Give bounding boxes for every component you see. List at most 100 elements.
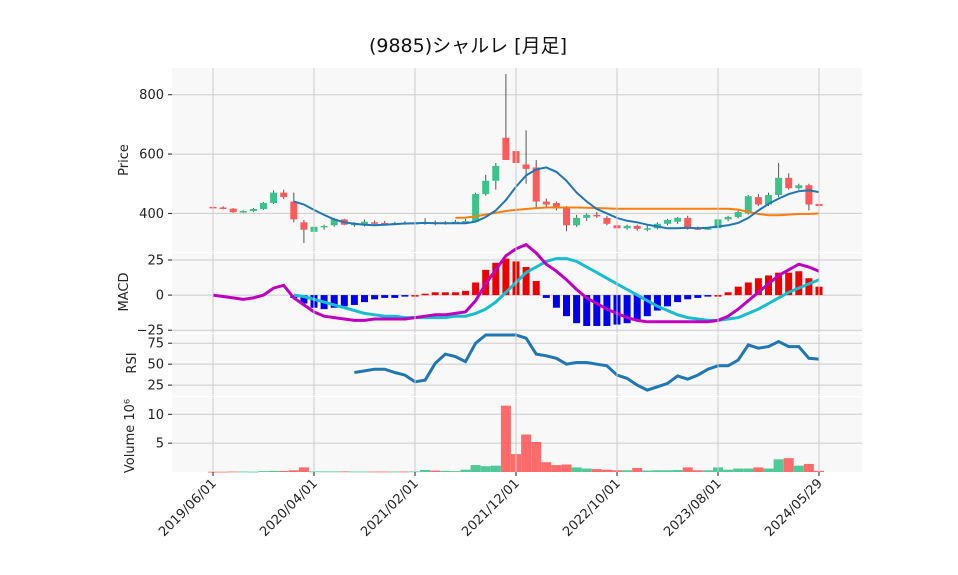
price-tick-label: 800 <box>139 88 164 103</box>
volume-bar <box>783 458 794 472</box>
macd-hist-bar <box>371 295 379 300</box>
chart-title: (9885)シャルレ [月足] <box>369 35 567 57</box>
volume-bar <box>268 470 279 472</box>
candle-body <box>623 225 631 229</box>
macd-hist-bar <box>401 295 409 297</box>
candle-body <box>795 185 803 189</box>
candle-body <box>492 165 500 181</box>
volume-bar <box>248 471 259 473</box>
volume-bar <box>440 470 451 472</box>
rsi-ylabel: RSI <box>125 352 140 373</box>
candle-body <box>462 221 469 223</box>
x-tick-label: 2022/10/01 <box>560 476 624 540</box>
x-tick-label: 2023/08/01 <box>661 476 725 540</box>
candle-body <box>290 201 298 220</box>
volume-bar <box>672 469 683 472</box>
volume-bar <box>399 471 410 473</box>
volume-bar <box>218 471 229 473</box>
macd-hist-bar <box>684 295 692 300</box>
volume-bar <box>258 471 269 472</box>
candle-body <box>664 219 671 224</box>
macd-hist-bar <box>664 295 671 307</box>
macd-tick-label: 0 <box>156 289 164 304</box>
candle-body <box>219 207 227 209</box>
macd-panel: 25 0 −25 MACD <box>117 242 862 339</box>
candle-body <box>472 194 480 222</box>
candle-body <box>330 218 338 226</box>
macd-ylabel: MACD <box>117 273 132 312</box>
candle-body <box>532 167 540 202</box>
candle-body <box>754 197 762 205</box>
candle-body <box>765 195 772 205</box>
macd-hist-bar <box>805 278 813 296</box>
macd-hist-bar <box>623 295 631 324</box>
macd-hist-bar <box>522 267 530 296</box>
volume-bar <box>591 469 602 472</box>
macd-hist-bar <box>795 271 803 296</box>
volume-bar <box>389 471 400 473</box>
rsi-line <box>354 333 820 392</box>
macd-hist-bar <box>724 292 732 296</box>
candle-body <box>239 211 247 213</box>
volume-bar <box>723 469 734 472</box>
macd-hist-bar <box>785 272 793 296</box>
volume-bar <box>369 471 380 473</box>
volume-bar <box>743 468 754 472</box>
volume-panel: 10 5 Volume 10⁶ <box>123 397 862 473</box>
volume-bar <box>733 468 744 472</box>
macd-hist-bar <box>381 295 389 298</box>
volume-bar <box>329 471 340 473</box>
candle-body <box>260 203 267 209</box>
macd-hist-bar <box>532 281 540 296</box>
volume-bar <box>349 471 360 473</box>
volume-tick-label: 10 <box>147 408 164 423</box>
candle-body <box>522 164 530 169</box>
candle-body <box>482 180 490 195</box>
x-tick-label: 2019/06/01 <box>156 476 220 540</box>
volume-bar <box>793 465 804 472</box>
macd-hist-bar <box>361 295 368 303</box>
volume-bar <box>652 470 663 472</box>
rsi-tick-label: 75 <box>147 337 164 352</box>
volume-bar <box>521 434 532 472</box>
signal-line <box>293 257 820 322</box>
macd-hist-bar <box>421 293 429 296</box>
candle-body <box>573 217 581 226</box>
candle-body <box>704 228 712 230</box>
volume-bar <box>682 467 693 472</box>
candle-body <box>361 221 368 226</box>
volume-bar <box>430 470 441 472</box>
macd-hist-bar <box>754 278 762 296</box>
macd-hist-bar <box>573 295 581 324</box>
macd-hist-bar <box>542 295 550 298</box>
candle-body <box>684 217 692 229</box>
macd-hist-bar <box>744 282 752 296</box>
volume-bar <box>450 471 461 472</box>
macd-y-axis: 25 0 −25 <box>137 254 172 339</box>
macd-hist-bar <box>734 286 742 296</box>
volume-bar <box>480 466 491 472</box>
candle-body <box>249 208 257 212</box>
x-tick-label: 2020/04/01 <box>257 476 321 540</box>
macd-hist-bar <box>472 282 480 296</box>
volume-bar <box>803 463 814 472</box>
macd-hist-bar <box>340 295 348 307</box>
volume-bar <box>500 405 511 472</box>
macd-hist-bar <box>431 292 439 296</box>
volume-bar <box>773 459 784 472</box>
volume-bar <box>692 470 703 472</box>
volume-bar <box>319 471 330 473</box>
volume-bar <box>662 470 673 472</box>
candle-body <box>593 214 601 217</box>
macd-hist-bar <box>451 292 459 296</box>
volume-bar <box>571 467 582 472</box>
volume-bar <box>622 470 633 472</box>
price-y-axis: 400 600 800 <box>139 88 172 222</box>
volume-ylabel: Volume 10⁶ <box>123 399 138 473</box>
macd-hist-bar <box>300 295 308 304</box>
candle-body <box>785 177 793 189</box>
macd-hist-bar <box>694 295 702 298</box>
volume-bar <box>470 465 481 472</box>
volume-bar <box>642 470 653 472</box>
macd-hist-bar <box>552 295 560 308</box>
